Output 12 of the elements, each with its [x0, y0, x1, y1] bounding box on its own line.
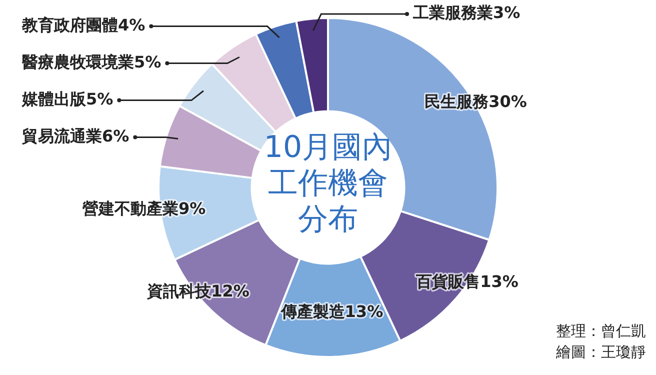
slice-label: 營建不動產業9% [82, 199, 206, 218]
text: 整理：曾仁凱 [556, 321, 646, 342]
text: 10月國內工作機會分布 [263, 130, 393, 238]
slice-label: 教育政府團體4% [21, 15, 146, 34]
slice-label: 貿易流通業6% [21, 126, 130, 146]
slice-label: 傳產製造13% [280, 302, 384, 322]
text: 繪圖：王瓊靜 [556, 342, 646, 363]
slice-label: 資訊科技12% [146, 282, 250, 301]
slice-label: 民生服務30% [424, 92, 527, 111]
slice-label: 醫療農牧環境業5% [22, 52, 162, 72]
slice-label: 媒體出版5% [21, 89, 114, 108]
slice-label: 工業服務業3% [412, 3, 520, 22]
